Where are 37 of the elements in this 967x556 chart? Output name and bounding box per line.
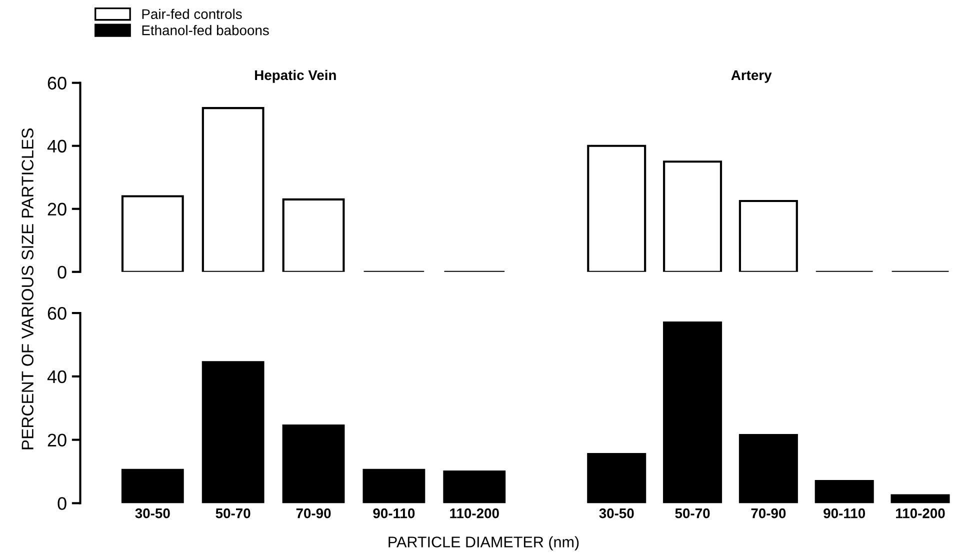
chart-title: Artery [731, 70, 772, 83]
bar [202, 107, 264, 272]
x-tick-label: 90-110 [373, 508, 415, 518]
bar [362, 468, 426, 504]
x-tick-label: 30-50 [599, 508, 634, 518]
y-tick-label: 0 [58, 497, 66, 510]
x-tick-label: 70-90 [296, 508, 331, 518]
x-tick-label: 50-70 [675, 508, 710, 518]
x-axis-title: PARTICLE DIAMETER (nm) [388, 536, 579, 550]
legend-label: Pair-fed controls [142, 8, 242, 20]
x-tick-label: 70-90 [751, 508, 786, 518]
y-tick-label: 40 [47, 370, 66, 384]
bar [121, 195, 184, 272]
x-tick-label: 90-110 [824, 508, 866, 518]
y-tick-label: 60 [48, 306, 66, 320]
bar [814, 480, 874, 504]
bar [282, 424, 345, 504]
y-tick-label: 20 [48, 202, 66, 216]
y-tick-label: 40 [47, 140, 66, 153]
y-tick-label: 60 [48, 76, 66, 90]
bar [121, 468, 184, 504]
x-tick-label: 50-70 [216, 508, 250, 518]
bar [738, 434, 798, 504]
bar [890, 494, 950, 504]
x-tick-label: 110-200 [896, 508, 945, 518]
x-tick-label: 110-200 [450, 508, 499, 518]
bar [202, 361, 264, 504]
chart-title: Hepatic Vein [255, 70, 336, 83]
y-axis-title: PERCENT OF VARIOUS SIZE PARTICLES [22, 128, 34, 450]
bar [282, 198, 345, 272]
x-tick-label: 30-50 [135, 508, 170, 518]
bar [663, 321, 722, 504]
text: Ethanol-fed baboons [142, 25, 269, 36]
bar [587, 453, 646, 504]
bar [443, 470, 506, 504]
y-tick-label: 20 [48, 434, 66, 447]
y-tick-label: 0 [58, 266, 66, 279]
